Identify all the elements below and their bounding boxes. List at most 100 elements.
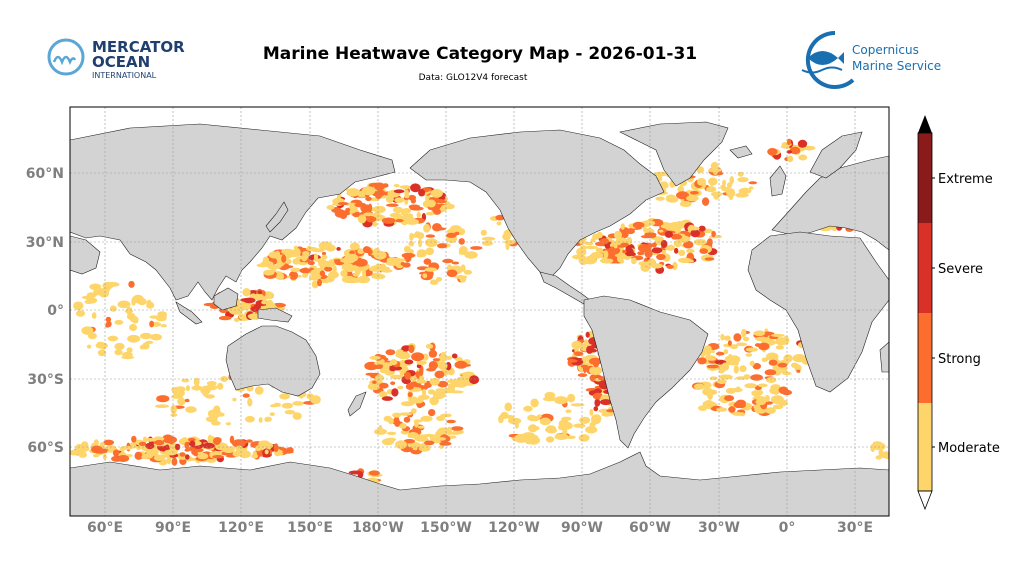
heatwave-patch [197,452,209,460]
heatwave-patch [404,189,409,197]
mercator-logo: MERCATOR OCEAN INTERNATIONAL [47,38,185,80]
heatwave-patch [753,330,766,337]
heatwave-patch [690,191,699,195]
heatwave-patch [299,267,312,274]
heatwave-patch [156,395,170,403]
heatwave-patch [595,247,604,253]
heatwave-patch [117,455,130,462]
heatwave-patch [311,280,319,289]
heatwave-patch [276,272,285,280]
heatwave-patch [156,316,167,322]
heatwave-patch [128,280,135,288]
copernicus-logo: Copernicus Marine Service [801,30,941,89]
colorbar-label-severe: Severe [938,262,983,277]
heatwave-patch [81,326,94,335]
heatwave-patch [678,257,692,263]
heatwave-patch [787,138,792,145]
heatwave-patch [580,364,589,368]
heatwave-patch [507,417,522,425]
heatwave-patch [708,168,722,173]
heatwave-patch [290,267,302,273]
heatwave-patch [150,333,163,341]
heatwave-patch [307,260,315,266]
heatwave-patch [454,231,460,236]
heatwave-patch [340,269,348,278]
heatwave-patch [252,451,257,456]
heatwave-patch [777,339,783,346]
heatwave-patch [737,171,744,177]
heatwave-patch [202,390,208,397]
heatwave-patch [279,393,290,400]
heatwave-patch [319,270,326,277]
heatwave-patch [707,238,713,247]
heatwave-patch [202,442,215,449]
colorbar-extend-min [917,490,933,511]
heatwave-patch [184,398,190,403]
heatwave-patch [385,195,394,203]
heatwave-patch [238,450,251,459]
heatwave-patch [189,448,204,453]
heatwave-patch [324,266,333,272]
heatwave-patch [791,362,799,368]
heatwave-patch [585,331,590,338]
heatwave-patch [749,360,755,367]
heatwave-patch [410,408,417,414]
heatwave-patch [481,236,496,241]
heatwave-patch [690,229,700,238]
heatwave-patch [655,196,665,201]
heatwave-patch [408,240,415,247]
heatwave-patch [594,398,601,407]
heatwave-patch [704,348,712,356]
antarctica-landmass [70,451,889,516]
heatwave-patch [368,470,380,476]
heatwave-patch [292,412,302,420]
heatwave-patch [361,186,376,196]
heatwave-patch [737,177,749,183]
heatwave-patch [134,451,143,460]
heatwave-patch [755,398,767,406]
heatwave-patch [413,419,423,423]
heatwave-patch [153,440,164,444]
heatwave-patch [733,401,743,409]
heatwave-patch [363,212,374,217]
heatwave-patch [697,357,707,365]
heatwave-patch [709,376,718,381]
heatwave-patch [743,336,750,342]
heatwave-patch [451,261,460,265]
heatwave-patch [404,359,414,365]
lat-label: 30°N [26,235,64,251]
heatwave-patch [638,261,647,266]
heatwave-patch [566,435,576,439]
heatwave-patch [666,194,676,201]
heatwave-patch [184,448,191,452]
heatwave-patch [73,301,84,311]
heatwave-patch [460,264,466,272]
heatwave-patch [752,363,761,370]
heatwave-patch [356,275,371,284]
heatwave-patch [739,412,745,417]
heatwave-patch [783,354,793,363]
heatwave-patch [264,449,269,455]
heatwave-patch [723,349,729,355]
heatwave-patch [126,347,133,353]
heatwave-patch [666,264,674,269]
heatwave-patch [428,349,438,358]
heatwave-patch [181,378,190,383]
heatwave-patch [179,452,186,457]
heatwave-patch [429,396,439,406]
heatwave-patch [378,391,388,398]
heatwave-patch [579,416,591,424]
heatwave-patch [778,399,788,406]
heatwave-patch [875,442,886,451]
heatwave-patch [402,262,411,268]
heatwave-patch [749,186,754,190]
heatwave-patch [498,415,504,424]
heatwave-patch [729,176,735,185]
heatwave-patch [235,445,243,453]
heatwave-patch [558,419,569,429]
heatwave-patch [722,179,727,186]
heatwave-patch [660,240,668,248]
heatwave-patch [420,415,433,422]
heatwave-patch [379,263,387,273]
colorbar-extend-max [918,115,932,133]
